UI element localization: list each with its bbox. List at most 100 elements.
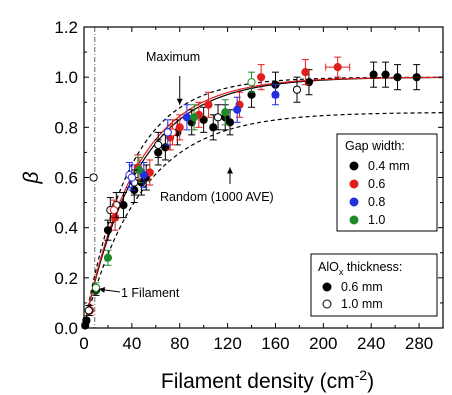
marker [175,123,184,132]
legend-marker [349,215,359,225]
data-point [325,56,351,78]
data-point [161,134,170,161]
marker [161,143,170,152]
y-tick-label: 0.8 [54,118,78,137]
legend-marker [322,282,332,292]
data-point [154,131,163,158]
data-point [213,104,223,131]
marker [163,128,172,137]
data-point [103,219,113,241]
data-point [163,119,172,146]
axes-layer: 0 40 80 120 160 200 240 280 0.0 0.2 0.4 0.6 0.8 1.0 1.… [20,18,444,393]
arrow-head [98,286,106,293]
marker [103,226,113,235]
data-point [393,64,402,91]
y-tick-label: 0.0 [54,319,78,338]
data-point [139,161,148,189]
legend-label: 0.6 mm [341,280,383,294]
arrow-1-filament [98,286,121,293]
marker [221,108,230,117]
legends-layer: Gap width: 0.4 mm 0.6 0.8 1.0 AlOx thickness:… [310,133,438,317]
marker [412,73,421,82]
x-tick-label: 160 [261,334,289,353]
marker [213,113,223,122]
marker [271,90,280,99]
x-tick-label: 40 [122,334,141,353]
marker [204,100,213,109]
marker [109,206,119,215]
data-point [145,159,154,186]
arrow-maximum [176,76,183,105]
data-point [199,106,208,133]
x-tick-label: 200 [309,334,337,353]
marker [381,70,390,79]
x-tick-label: 0 [79,334,88,353]
arrow-head [176,98,183,105]
data-point [189,104,199,131]
x-tick-label: 280 [405,334,433,353]
annotations-layer: Maximum Random (1000 AVE) 1 Filament [98,50,274,300]
data-point [119,192,128,219]
x-axis-title: Filament density (cm-2) [161,367,374,393]
marker [199,115,208,124]
marker [393,73,402,82]
marker [139,170,148,180]
data-point [84,304,93,316]
marker [127,173,136,182]
y-tick-label: 0.2 [54,269,78,288]
data-point [127,164,136,191]
annotation-maximum: Maximum [146,50,200,64]
y-axis-title: β [20,172,43,185]
legend-frame [336,133,438,232]
data-point [292,76,302,103]
marker [333,63,342,72]
legend-frame [310,253,438,317]
legend-marker [349,179,359,189]
marker [91,283,101,292]
marker [301,68,310,77]
data-point [109,199,119,221]
arrow-head [226,167,233,174]
marker [182,113,192,122]
marker [103,253,113,262]
points-layer [81,56,421,330]
legend-title: AlOx thickness: [318,260,402,277]
marker [84,306,93,315]
x-tick-label: 120 [213,334,241,353]
data-point [221,99,230,126]
curve-1 [83,112,444,329]
legend-marker [349,161,359,171]
y-tick-label: 1.2 [54,18,78,37]
legend-marker [349,197,359,207]
data-point [103,249,113,266]
marker [189,113,199,122]
data-point [271,84,280,106]
y-tick-label: 1.0 [54,68,78,87]
annotation-random: Random (1000 AVE) [160,190,274,204]
arrow-random [226,167,233,184]
data-point [233,96,242,123]
x-tick-label: 240 [357,334,385,353]
data-point [182,104,192,131]
legend-gap-width: Gap width: 0.4 mm 0.6 0.8 1.0 [336,133,438,232]
data-point [412,64,421,91]
legend-label: 0.4 mm [368,159,410,173]
data-point [247,71,256,93]
x-tick-label: 80 [170,334,189,353]
data-point [130,169,139,196]
legend-label: 1.0 mm [341,297,383,311]
annotation-1-filament: 1 Filament [121,286,180,300]
data-point [204,91,213,118]
legend-label: 1.0 [368,213,385,227]
legend-alox-thickness: AlOx thickness: 0.6 mm 1.0 mm [310,253,438,317]
data-point [89,173,98,182]
marker [292,85,302,94]
legend-title: Gap width: [345,139,405,153]
marker [257,73,266,82]
data-point [381,61,390,88]
y-tick-label: 0.4 [54,219,78,238]
marker [247,78,256,87]
legend-label: 0.6 [368,177,385,191]
legend-label: 0.8 [368,195,385,209]
